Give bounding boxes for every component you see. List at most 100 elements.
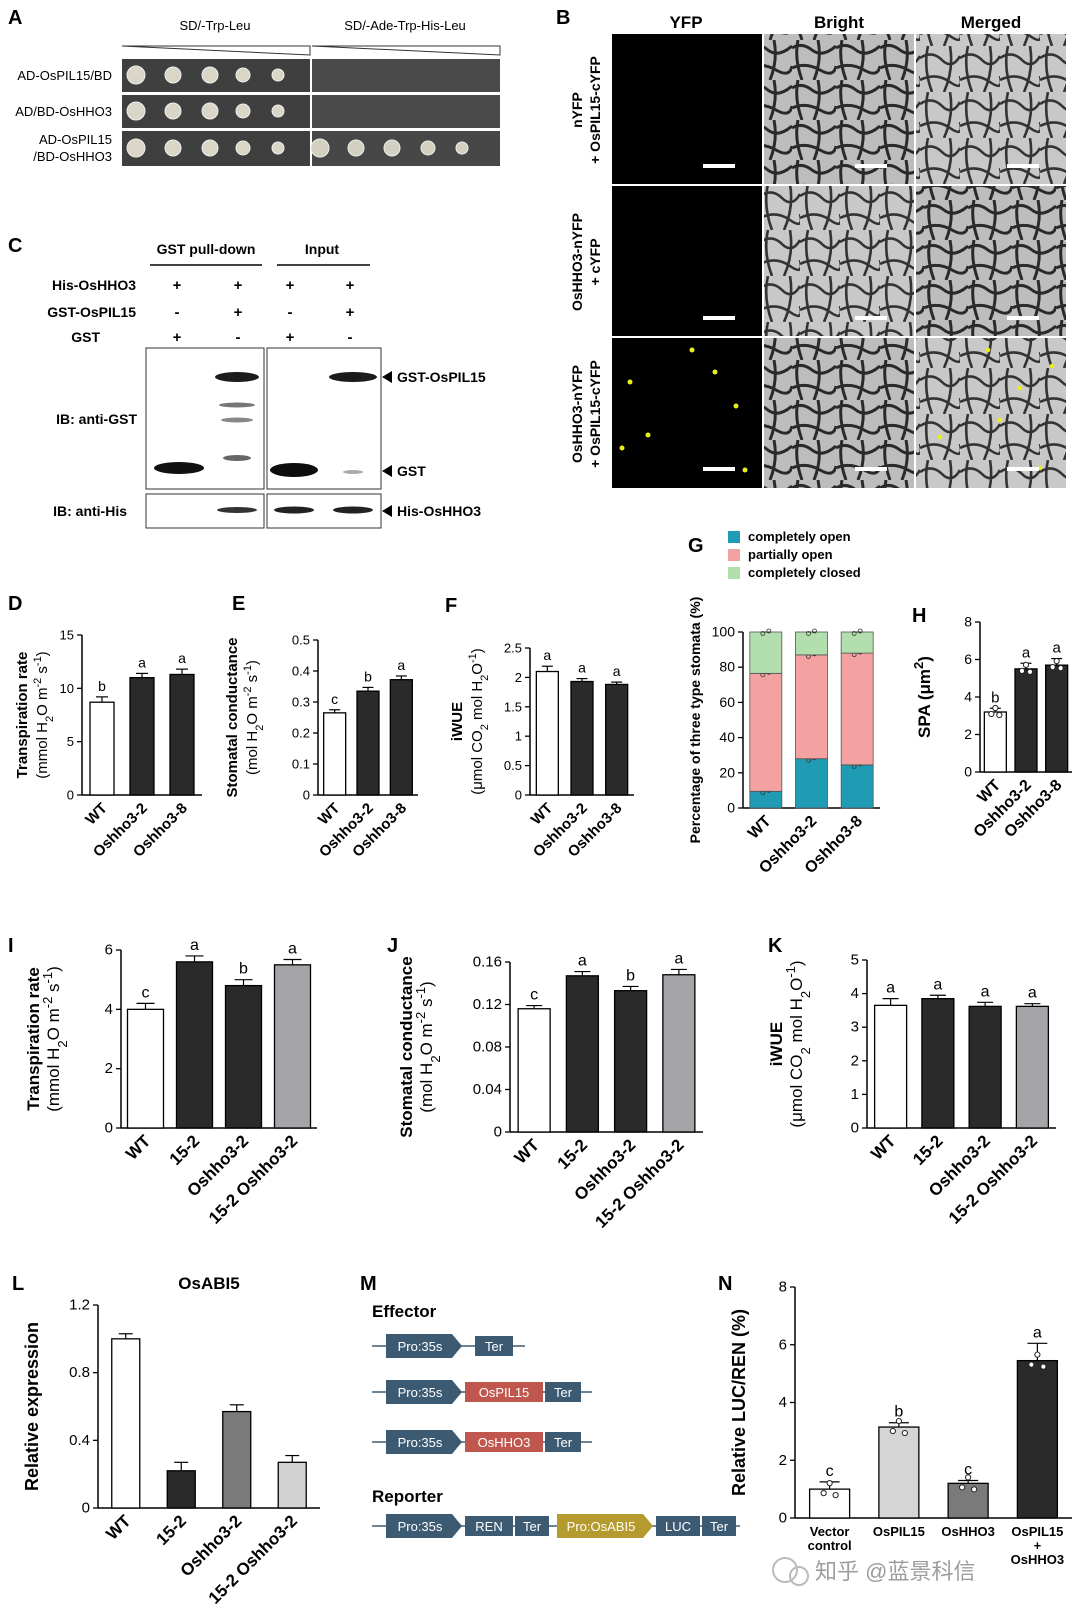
micrograph-yfp [612,34,762,184]
scale-bar [703,164,735,168]
sign-matrix: + + + + - + - + + - + - [173,277,355,346]
y-tick-label: 0.1 [292,757,310,772]
reporter-ren-label: REN [475,1519,502,1534]
label-part: (mmol H [34,722,51,779]
panel-label-k: K [768,935,783,957]
bar-segment [749,790,783,809]
yfp-dot [937,434,943,440]
bar [89,701,115,796]
label-part: -1 [32,656,44,666]
promoter-35s-label: Pro:35s [398,1385,443,1400]
significance-letter: a [397,657,405,673]
panel-label-l: L [12,1273,24,1295]
significance-letter: a [981,983,990,1000]
scale-bar [1007,467,1039,471]
y-tick-label: 0.5 [504,758,522,773]
significance-letter: a [674,950,683,967]
y-tick-label: 0.04 [473,1081,502,1098]
significance-letter: a [1052,640,1061,657]
group-pulldown: GST pull-down [157,241,256,257]
y-tick-label: 2.5 [504,641,522,656]
bar [947,1482,989,1519]
bar [126,1008,165,1129]
band-gst-ospil15 [215,372,259,382]
yfp-dot [712,369,718,375]
y-axis-label-line: iWUE [449,702,466,741]
y-tick-label: 0 [82,1500,90,1517]
promoter-35s [386,1334,462,1358]
x-category-label: WT [122,1131,155,1164]
band-gst-ospil15 [329,372,377,382]
bar [111,1338,141,1509]
y-axis-label-line: (μmol CO2 mol H2O-1) [467,648,491,795]
bar [535,670,559,796]
label-part: -1 [467,653,479,663]
significance-letter: a [288,940,297,957]
data-point [1040,1363,1047,1370]
chart-f: 00.511.522.5 aa aWTOshho3-2Oshho3-8iWUE(μm… [449,641,634,861]
row-2-line-1: OsHHO3-nYFP [569,213,585,311]
panel-m: M Effector Reporter Pro:35s Ter Pro:35s OsP… [360,1273,740,1538]
label-part: ) [469,648,486,653]
significance-letter: a [190,937,199,954]
bar-segment [840,764,874,809]
label-part: -1 [783,966,798,978]
label-part: -1 [40,972,55,984]
y-tick-label: 0 [851,1120,859,1137]
y-axis-label: iWUE(μmol CO2 mol H2O-1) [767,960,813,1127]
sign-mark: + [286,277,295,294]
yeast-colonies [126,65,469,158]
row-label-1: nYFP + OsPIL15-cYFP [569,56,603,164]
label-part: ) [44,966,63,972]
significance-letter: a [543,647,551,663]
significance-letter: a [613,663,621,679]
column-yfp: YFP [669,13,702,32]
terminator [515,1516,549,1536]
rowlabel-his-oshho3: His-OsHHO3 [52,277,136,293]
plate-strip [312,59,500,92]
y-axis-label-line: Stomatal conductance [224,637,241,797]
x-category-label: Vector [810,1524,850,1539]
micrograph-bright [764,186,914,336]
constructs: Pro:35s Ter Pro:35s OsPIL15 Ter Pro:35s OsHHO3… [372,1334,740,1538]
yeast-colony [271,68,285,82]
panel-b: B YFP Bright Merged nYFP + OsPIL15-cYFP … [556,7,1066,488]
x-category-label: 15-2 [166,1131,203,1168]
y-tick-label: 0.3 [292,695,310,710]
row-1-line-2: + OsPIL15-cYFP [587,56,603,164]
x-category-label: 15-2 Oshho3-2 [945,1131,1041,1227]
bar [873,1004,908,1129]
panel-a-header-selective: SD/-Ade-Trp-His-Leu [344,18,466,33]
legend-swatch [728,567,740,579]
y-tick-label: 4 [851,985,859,1002]
bar [517,1008,551,1133]
y-tick-label: 5 [851,952,859,969]
panel-label-f: F [445,595,457,617]
panel-a-row-2: AD/BD-OsHHO3 [15,104,112,119]
band-faint [221,417,253,423]
yeast-colony [235,67,251,83]
y-tick-label: 0 [303,788,310,803]
yfp-dot [689,347,695,353]
label-part: O m [417,1023,436,1055]
bar [166,1470,196,1509]
data-point [965,1474,972,1481]
yfp-signal-dots [619,347,1055,473]
terminator-label: Ter [523,1519,542,1534]
y-tick-label: 8 [779,1279,787,1296]
panel-a-row-3b: /BD-OsHHO3 [33,149,112,164]
data-point [1057,665,1064,672]
terminator [475,1336,513,1356]
y-tick-label: 8 [964,614,972,630]
row-label-3: OsHHO3-nYFP + OsPIL15-cYFP [569,360,603,468]
reporter-ren [465,1516,513,1536]
label-part: 2 [479,675,491,681]
bar-segment [840,652,874,766]
significance-letter: c [331,691,338,707]
band-his-oshho3 [274,506,314,514]
y-tick-label: 0.8 [69,1364,90,1381]
y-tick-label: 0 [964,764,972,780]
sign-mark: - [348,329,353,346]
